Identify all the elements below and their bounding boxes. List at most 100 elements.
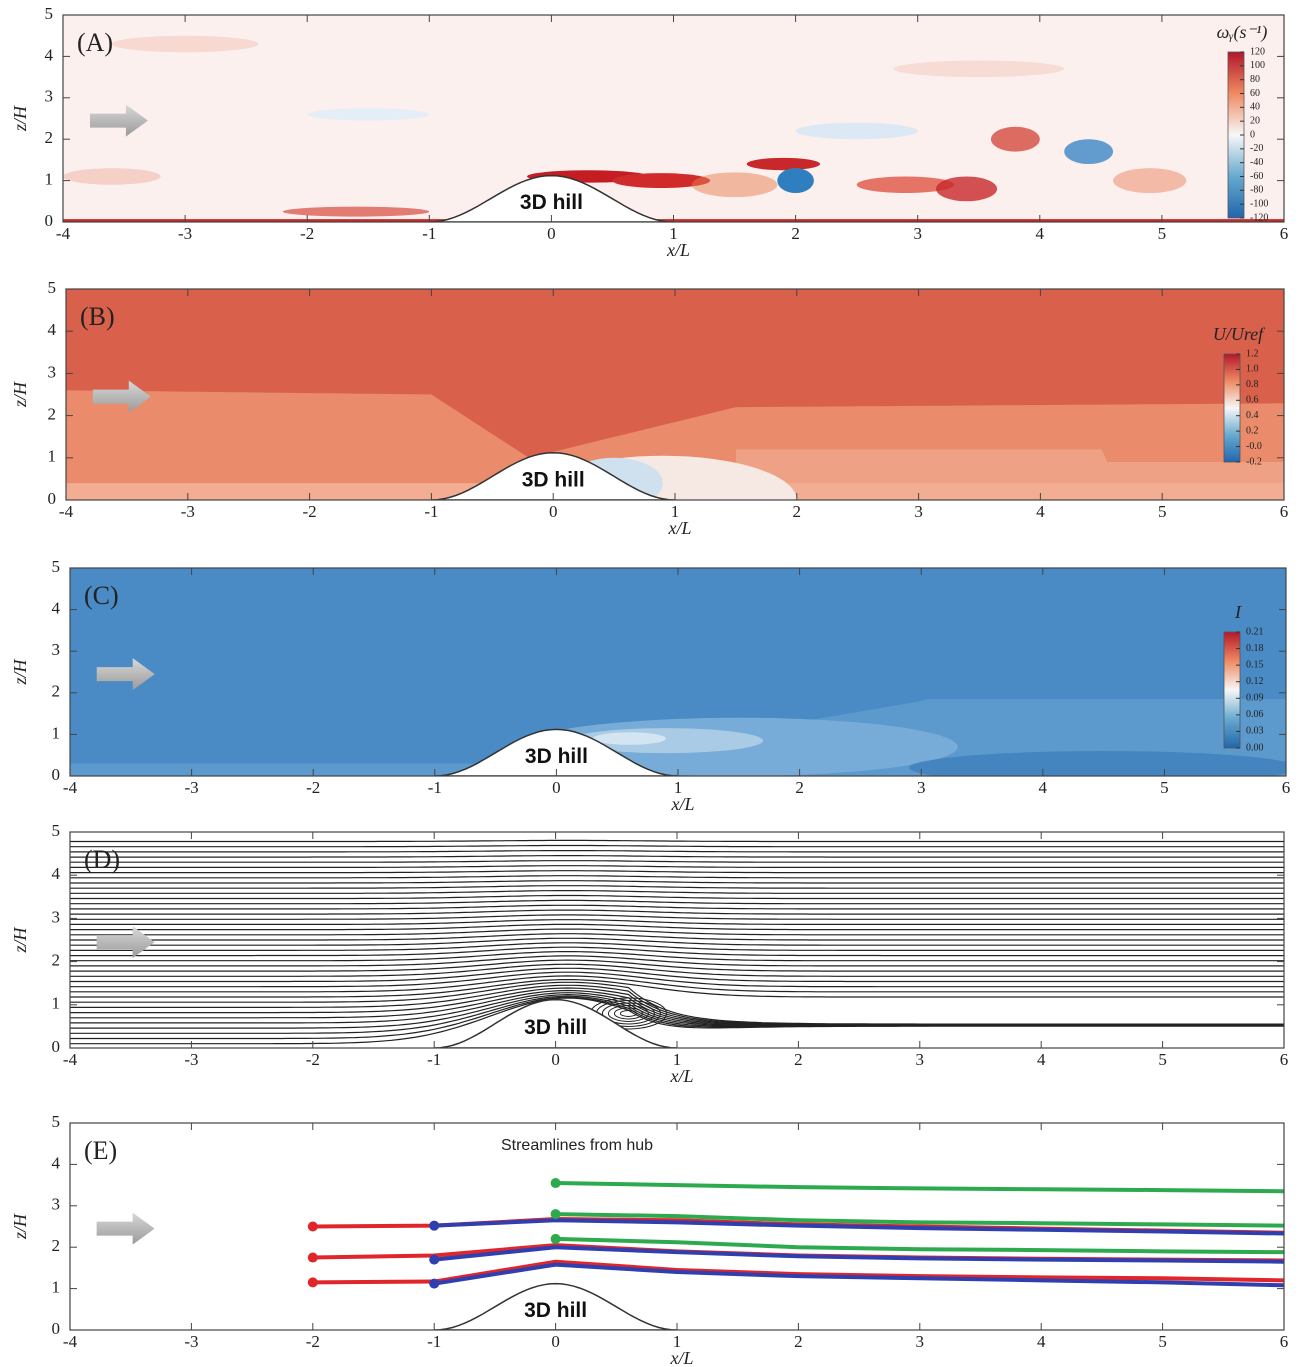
streamline (70, 850, 1284, 853)
colorbar-tick-label: -0.2 (1246, 456, 1262, 467)
y-axis-label: z/H (10, 1213, 30, 1240)
field (70, 568, 1286, 776)
y-tick-label: 1 (48, 447, 57, 466)
streamline (70, 839, 1284, 843)
flow-arrow (96, 1212, 155, 1245)
streamline (70, 899, 1284, 905)
x-tick-label: 0 (547, 224, 556, 243)
field-blob (777, 168, 814, 194)
x-tick-label: -4 (63, 1332, 78, 1351)
series-line (434, 1218, 1284, 1236)
series-line (555, 1236, 1284, 1255)
colorbar-tick-label: -100 (1250, 198, 1268, 209)
streamline (70, 844, 1284, 848)
streamline (70, 909, 1284, 915)
colorbar-tick-label: 80 (1250, 74, 1260, 85)
streamline (70, 894, 1284, 900)
x-tick-label: 6 (1280, 1050, 1289, 1069)
x-tick-label: 5 (1160, 778, 1169, 797)
colorbar-tick-label: 0.18 (1246, 643, 1264, 654)
start-point (307, 1221, 318, 1232)
flow-arrow (89, 104, 148, 137)
colorbar-tick-label: 60 (1250, 88, 1260, 99)
streamline (70, 860, 1284, 863)
plot-frame (69, 1122, 1285, 1331)
x-axis-label: x/L (669, 1348, 693, 1367)
x-axis-label: x/L (667, 518, 691, 538)
colorbar-tick-label: -20 (1250, 143, 1263, 154)
y-tick-label: 4 (45, 45, 54, 64)
x-tick-label: -4 (56, 224, 71, 243)
panel-label: (B) (80, 302, 115, 331)
x-tick-label: 3 (916, 1332, 925, 1351)
field-blob (111, 35, 259, 53)
start-point (429, 1278, 440, 1289)
colorbar-title: U/Uref (1213, 324, 1266, 344)
y-tick-label: 2 (52, 682, 61, 701)
x-tick-label: -1 (422, 224, 436, 243)
y-tick-label: 4 (48, 320, 57, 339)
start-point (429, 1220, 440, 1231)
colorbar-title: ωᵧ(s⁻¹) (1217, 22, 1268, 43)
y-tick-label: 5 (45, 4, 54, 23)
y-tick-label: 1 (45, 170, 54, 189)
x-tick-label: -3 (184, 1050, 198, 1069)
x-tick-label: 2 (794, 1332, 803, 1351)
streamline (70, 946, 1284, 957)
vortex (607, 1004, 649, 1022)
y-tick-label: 3 (48, 362, 57, 381)
field-blob (936, 176, 998, 202)
colorbar-tick-label: 0.8 (1246, 379, 1259, 390)
panel-label: (C) (84, 581, 119, 610)
y-tick-label: 3 (52, 1195, 61, 1214)
hill (429, 174, 674, 222)
y-tick-label: 2 (52, 951, 61, 970)
streamline (70, 928, 1284, 936)
x-tick-label: 2 (794, 1050, 803, 1069)
field (63, 15, 1284, 222)
x-axis-label: x/L (670, 794, 694, 814)
colorbar-tick-label: 100 (1250, 60, 1265, 71)
panel: 3D hill -4 -3 -2 -1 0 1 2 3 4 5 6 0 1 2 3 4 5 x/L z/H (D) (10, 821, 1288, 1086)
x-tick-label: -4 (63, 778, 78, 797)
x-tick-label: 1 (674, 778, 683, 797)
series-line (312, 1259, 1284, 1285)
panel-label: (A) (77, 28, 113, 57)
y-tick-label: 2 (52, 1236, 61, 1255)
field-blob (307, 108, 430, 121)
start-point (429, 1254, 440, 1265)
streamline (70, 919, 1284, 925)
x-tick-label: 5 (1158, 224, 1167, 243)
streamline (70, 904, 1284, 910)
streamline (70, 967, 1284, 983)
colorbar-tick-label: -40 (1250, 157, 1263, 168)
x-tick-label: 6 (1280, 1332, 1289, 1351)
colorbar-tick-label: 1.0 (1246, 364, 1259, 375)
panel-label: (D) (84, 845, 120, 874)
colorbar-tick-label: 0.06 (1246, 709, 1264, 720)
vortex (613, 1007, 643, 1020)
x-tick-label: -3 (184, 1332, 198, 1351)
y-tick-label: 0 (48, 489, 57, 508)
hill-label: 3D hill (524, 1016, 587, 1039)
x-tick-label: 4 (1037, 1050, 1046, 1069)
colorbar (1223, 353, 1241, 463)
x-tick-label: -1 (428, 778, 442, 797)
x-tick-label: -4 (63, 1050, 78, 1069)
series-line (433, 1245, 1284, 1264)
x-tick-label: 0 (551, 1050, 560, 1069)
y-tick-label: 0 (52, 1319, 61, 1338)
x-tick-label: 5 (1158, 1050, 1167, 1069)
x-tick-label: 6 (1280, 224, 1289, 243)
flow-arrow (96, 926, 155, 959)
x-tick-label: 4 (1037, 1332, 1046, 1351)
x-tick-label: 1 (673, 1050, 682, 1069)
colorbar-tick-label: -80 (1250, 185, 1263, 196)
y-tick-label: 2 (45, 128, 54, 147)
streamline (70, 933, 1284, 941)
flow-arrow (92, 380, 151, 413)
y-tick-label: 4 (52, 864, 61, 883)
field-blob (592, 732, 666, 745)
y-tick-label: 4 (52, 599, 61, 618)
